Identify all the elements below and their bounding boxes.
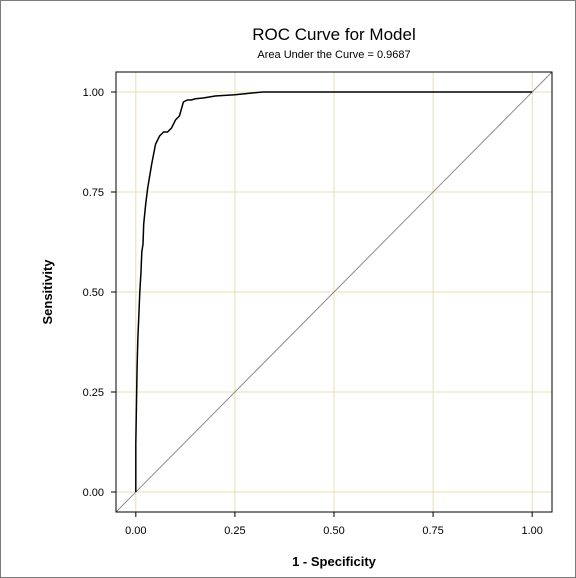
x-tick-label-1: 0.25 [224,525,245,537]
y-tick-label-0: 0.00 [83,487,104,499]
y-tick-label-2: 0.50 [83,287,104,299]
x-tick-label-2: 0.50 [323,525,344,537]
x-tick-label-4: 1.00 [521,525,542,537]
chart-title: ROC Curve for Model [252,25,415,44]
axis-ticks: 0.00 0.25 0.50 0.75 1.00 0.00 0.25 0.50 0.75 1.00 [83,87,543,537]
x-tick-label-0: 0.00 [125,525,146,537]
roc-curve [135,91,533,492]
x-axis-label: 1 - Specificity [292,554,377,569]
x-tick-label-3: 0.75 [422,525,443,537]
diagonal-reference-line [115,71,553,513]
y-axis-label: Sensitivity [40,259,55,325]
y-tick-label-3: 0.75 [83,187,104,199]
y-tick-label-1: 0.25 [83,387,104,399]
y-tick-label-4: 1.00 [83,87,104,99]
chart-subtitle: Area Under the Curve = 0.9687 [257,49,410,61]
